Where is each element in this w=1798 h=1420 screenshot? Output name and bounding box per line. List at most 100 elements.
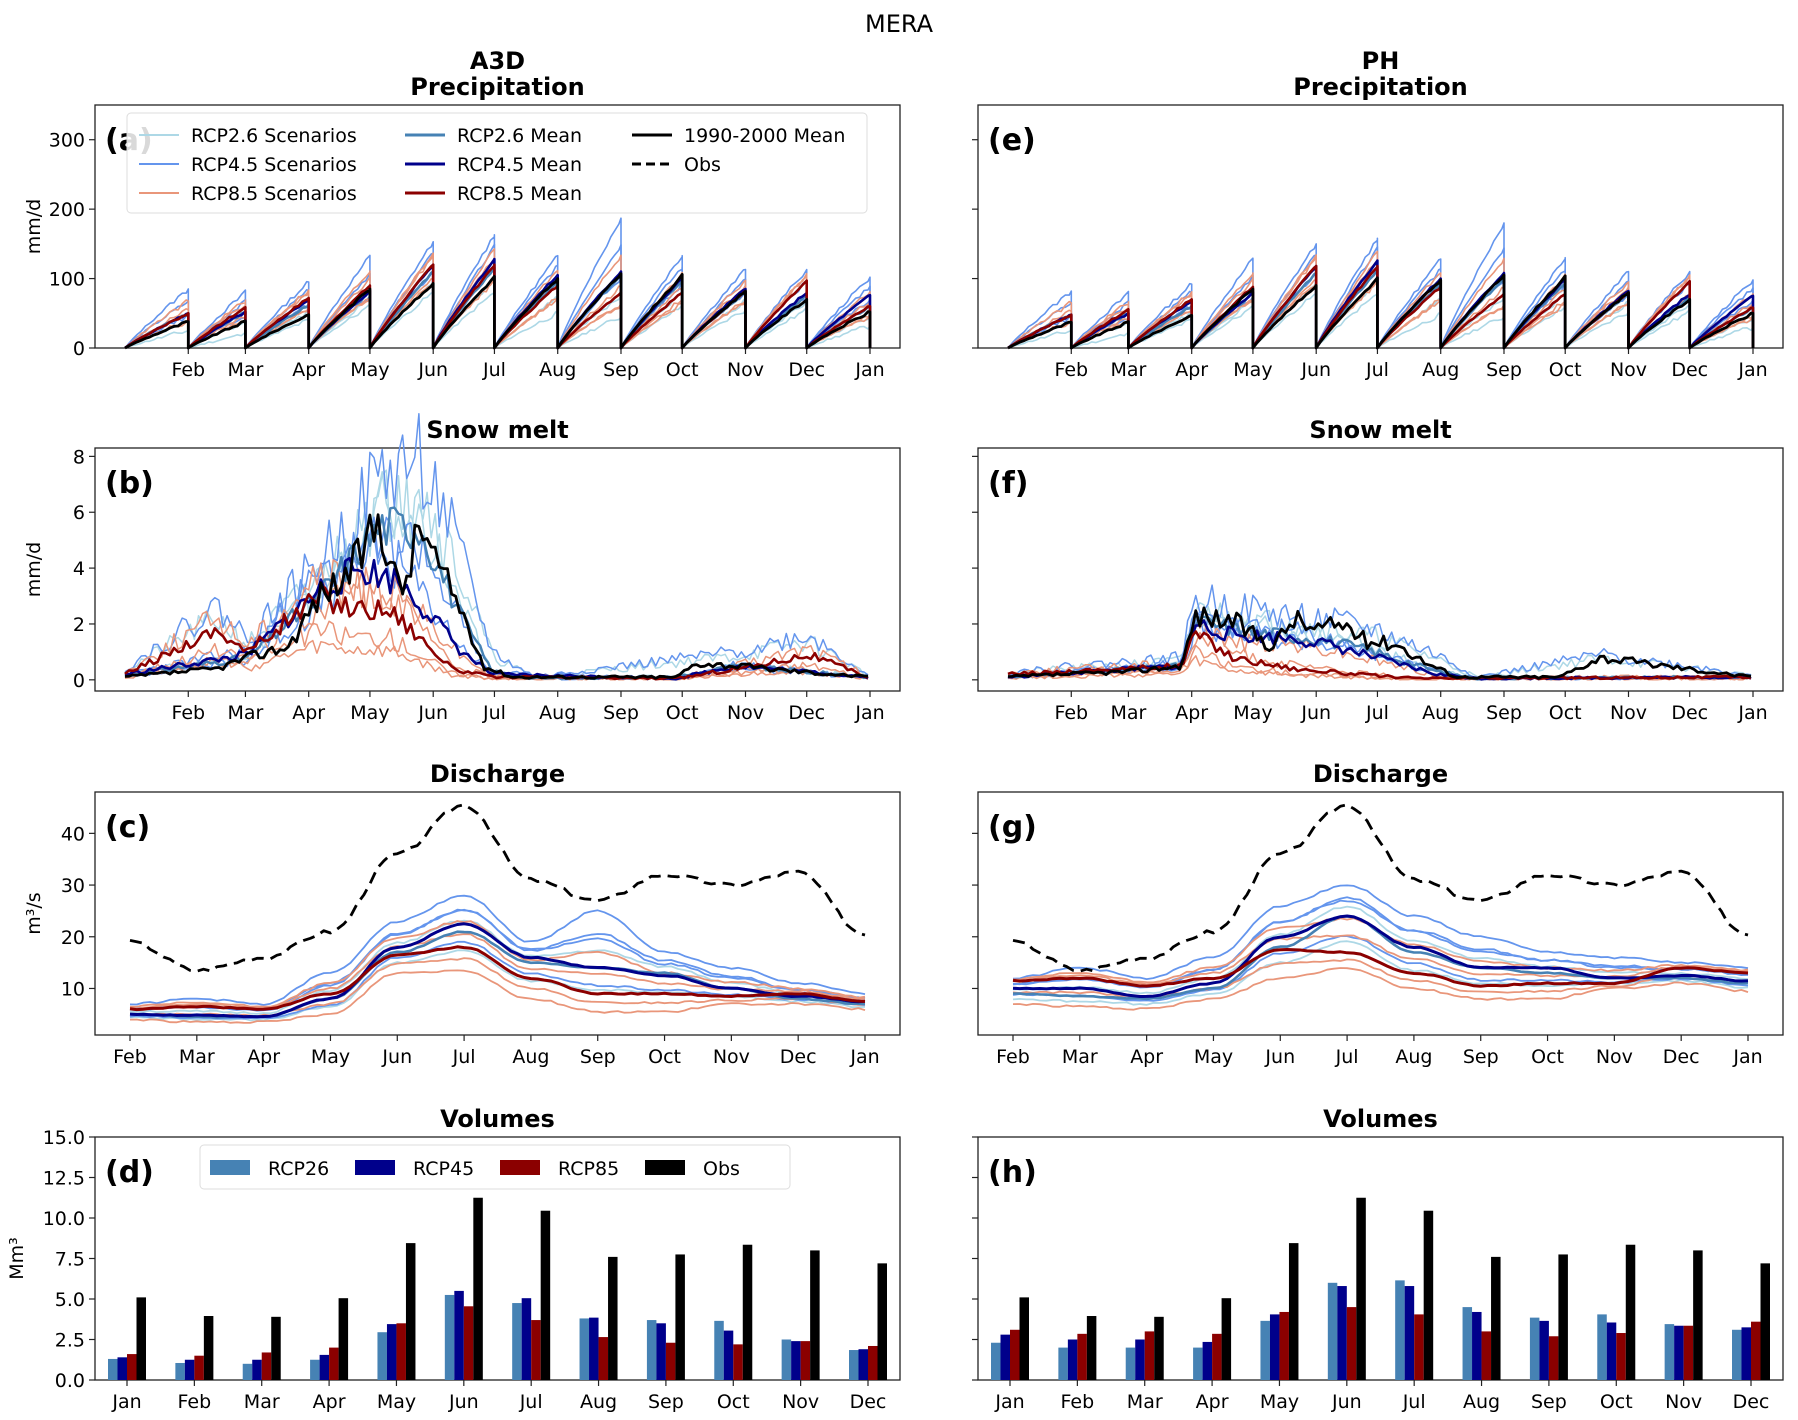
x-tick-label: Nov <box>713 1046 750 1068</box>
x-tick-label: Jan <box>854 702 884 724</box>
x-tick-label: Jan <box>854 359 884 381</box>
panel-g: Discharge (g) Feb Mar Apr May Jun Jul Aug Sep Oct N… <box>972 760 1784 1068</box>
bar-rcp85 <box>665 1342 676 1380</box>
bar-obs <box>203 1316 214 1380</box>
bar-obs <box>540 1210 551 1380</box>
legend-swatch <box>500 1160 540 1175</box>
x-tick-label: Dec <box>1671 359 1708 381</box>
bar-rcp45 <box>521 1298 532 1380</box>
x-tick-label: Nov <box>782 1391 819 1413</box>
panel-title: Volumes <box>1323 1105 1438 1133</box>
scenario-line <box>129 894 866 1006</box>
bar-obs <box>1760 1263 1770 1380</box>
y-tick-label: 0 <box>73 338 85 360</box>
bar-obs <box>1356 1197 1366 1380</box>
y-tick-label: 100 <box>49 269 85 291</box>
x-tick-label: Mar <box>179 1046 215 1068</box>
x-tick-label: Apr <box>313 1391 346 1413</box>
panel-title: Snow melt <box>1309 416 1451 444</box>
legend-label: 1990-2000 Mean <box>684 125 845 147</box>
panel-title: Snow melt <box>426 416 568 444</box>
bar-rcp85 <box>1414 1314 1424 1380</box>
bar-rcp85 <box>1144 1331 1155 1380</box>
scenario-line <box>1012 967 1749 1011</box>
bar-rcp45 <box>1472 1311 1482 1380</box>
x-tick-label: Jul <box>482 359 506 381</box>
y-tick-label: 5.0 <box>55 1289 85 1311</box>
rcp85-mean-line <box>1012 948 1749 988</box>
panel-label: (g) <box>988 810 1037 845</box>
y-tick-label: 15.0 <box>43 1127 85 1149</box>
legend-label: Obs <box>703 1158 740 1180</box>
x-tick-label: Oct <box>717 1391 750 1413</box>
x-tick-label: Jun <box>417 702 448 724</box>
y-tick-label: 12.5 <box>43 1168 85 1190</box>
bar-rcp85 <box>1683 1325 1694 1380</box>
bar-rcp26 <box>242 1363 253 1380</box>
x-tick-label: May <box>311 1046 350 1068</box>
x-tick-label: Aug <box>539 359 576 381</box>
bar-rcp26 <box>1462 1307 1473 1380</box>
x-tick-label: Jul <box>482 702 506 724</box>
bar-rcp26 <box>579 1318 590 1380</box>
legend-label: RCP45 <box>413 1158 474 1180</box>
x-tick-label: Jun <box>381 1046 412 1068</box>
axes-frame <box>94 104 901 349</box>
bar-obs <box>1221 1298 1232 1380</box>
legend-label: Obs <box>684 154 721 176</box>
bar-rcp85 <box>598 1337 609 1380</box>
x-tick-label: Mar <box>1110 359 1146 381</box>
figure-suptitle: MERA <box>865 10 933 38</box>
x-tick-label: Dec <box>788 702 825 724</box>
bar-obs <box>1423 1210 1434 1380</box>
x-tick-label: Feb <box>171 359 205 381</box>
x-tick-label: Apr <box>1196 1391 1229 1413</box>
bar-rcp85 <box>127 1354 137 1380</box>
legend-swatch <box>210 1160 250 1175</box>
x-tick-label: Apr <box>292 702 325 724</box>
bar-rcp85 <box>261 1352 272 1380</box>
y-tick-label: 2 <box>73 614 85 636</box>
bar-obs <box>810 1250 820 1380</box>
bar-rcp85 <box>1279 1311 1289 1380</box>
x-tick-label: Feb <box>1061 1391 1095 1413</box>
panel-f: Snow melt (f) Feb Mar Apr May Jun Jul Aug Sep Oct N… <box>972 416 1784 724</box>
y-tick-label: 200 <box>49 199 85 221</box>
bar-rcp26 <box>108 1358 118 1380</box>
x-tick-label: May <box>1194 1046 1233 1068</box>
x-tick-label: Sep <box>580 1046 616 1068</box>
bar-rcp45 <box>1741 1327 1751 1380</box>
bar-rcp26 <box>1395 1280 1405 1380</box>
x-tick-label: Jan <box>994 1391 1024 1413</box>
bar-obs <box>1019 1297 1029 1380</box>
y-tick-label: 300 <box>49 130 85 152</box>
y-tick-label: 20 <box>61 927 85 949</box>
bar-rcp26 <box>646 1320 657 1380</box>
bar-rcp45 <box>656 1323 666 1380</box>
bar-obs <box>338 1298 349 1380</box>
y-axis-label: m³/s <box>23 892 45 934</box>
bar-rcp26 <box>781 1339 792 1380</box>
x-tick-label: Oct <box>1549 359 1582 381</box>
bar-rcp85 <box>800 1341 811 1380</box>
y-tick-label: 4 <box>73 558 85 580</box>
bar-rcp45 <box>1135 1339 1145 1380</box>
x-tick-label: Aug <box>1422 359 1459 381</box>
baseline-mean-line <box>124 272 872 350</box>
x-tick-label: May <box>377 1391 416 1413</box>
panel-title: Precipitation <box>410 73 585 101</box>
bar-obs <box>1625 1244 1636 1380</box>
obs-line <box>1012 803 1749 973</box>
rcp85-mean-line <box>129 945 866 1012</box>
panel-label: (c) <box>105 810 150 845</box>
bar-rcp45 <box>1606 1322 1617 1380</box>
bar-rcp26 <box>1193 1347 1203 1380</box>
bar-rcp85 <box>1616 1333 1626 1380</box>
panel-a: A3DPrecipitation(a)0100200300mm/dFebMarA… <box>23 47 901 381</box>
y-tick-label: 0 <box>73 670 85 692</box>
bar-obs <box>1693 1250 1703 1380</box>
x-tick-label: Mar <box>244 1391 280 1413</box>
y-tick-label: 7.5 <box>55 1249 85 1271</box>
bar-rcp85 <box>1481 1331 1492 1380</box>
